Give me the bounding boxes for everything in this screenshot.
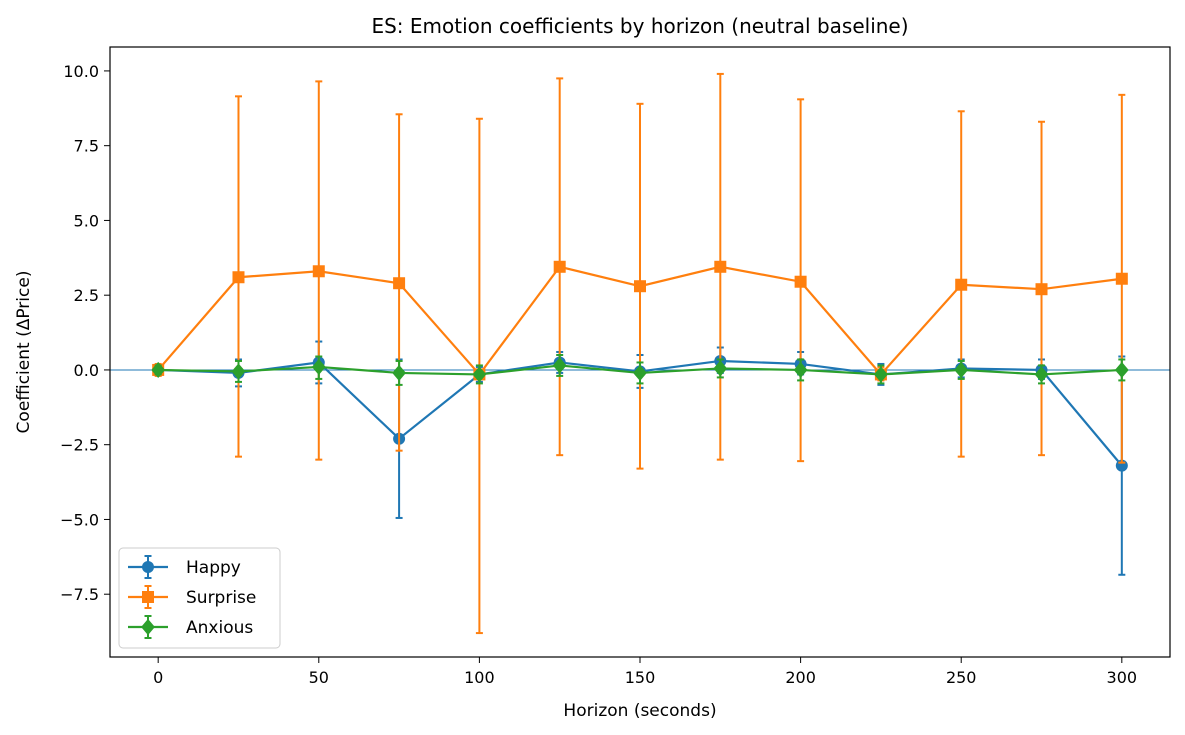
y-axis-label: Coefficient (ΔPrice) (14, 271, 34, 434)
y-tick-label: −2.5 (60, 436, 99, 455)
data-point (311, 358, 326, 376)
plot-area: 0 50 100 150 200 250 300 −7.5 −5.0 −2.5 0.0 2.5 5.0 7… (60, 46, 1171, 687)
series-anxious (151, 353, 1129, 386)
y-tick-label: −7.5 (60, 585, 99, 604)
y-tick-label: 10.0 (63, 62, 99, 81)
y-tick-label: −5.0 (60, 510, 99, 529)
data-point (1115, 272, 1128, 285)
data-point (553, 260, 566, 273)
data-point (793, 361, 808, 379)
data-point (232, 271, 245, 284)
series-surprise (152, 72, 1128, 635)
y-tick-label: 5.0 (74, 211, 99, 230)
y-tick-label: 0.0 (74, 361, 99, 380)
x-tick-label: 250 (946, 668, 977, 687)
data-point (312, 265, 325, 278)
legend-box (118, 547, 281, 649)
data-point (874, 366, 888, 383)
chart-title: ES: Emotion coefficients by horizon (neu… (371, 14, 908, 38)
data-point (552, 357, 567, 374)
data-point (794, 275, 807, 288)
data-point (955, 278, 968, 291)
x-tick-label: 200 (785, 668, 816, 687)
legend-label: Surprise (186, 588, 256, 608)
data-point (472, 366, 487, 383)
data-point (954, 361, 969, 379)
data-point (713, 360, 728, 377)
legend-marker (141, 618, 155, 636)
data-point (1035, 283, 1048, 296)
data-point (714, 260, 727, 273)
legend-label: Happy (186, 558, 241, 578)
x-tick-label: 100 (464, 668, 495, 687)
data-point (231, 363, 246, 380)
data-point (393, 277, 406, 290)
data-point (633, 364, 647, 382)
data-point (634, 280, 646, 293)
legend-marker (142, 591, 154, 603)
y-tick-label: 7.5 (74, 137, 99, 156)
data-point (1034, 366, 1049, 383)
y-tick-label: 2.5 (74, 286, 99, 305)
data-point (151, 361, 166, 379)
data-point (1114, 361, 1129, 379)
legend-item-surprise: Surprise (128, 585, 256, 609)
data-point (392, 364, 406, 382)
plot-frame (109, 46, 1171, 658)
legend-item-happy: Happy (128, 555, 241, 579)
x-tick-label: 300 (1107, 668, 1138, 687)
legend-label: Anxious (186, 618, 253, 638)
legend-item-anxious: Anxious (128, 615, 253, 639)
x-tick-label: 0 (153, 668, 163, 687)
x-tick-label: 150 (625, 668, 656, 687)
legend: Happy Surprise Anxious (118, 547, 281, 649)
legend-marker (142, 561, 154, 573)
x-tick-label: 50 (309, 668, 329, 687)
x-axis-label: Horizon (seconds) (563, 701, 716, 721)
